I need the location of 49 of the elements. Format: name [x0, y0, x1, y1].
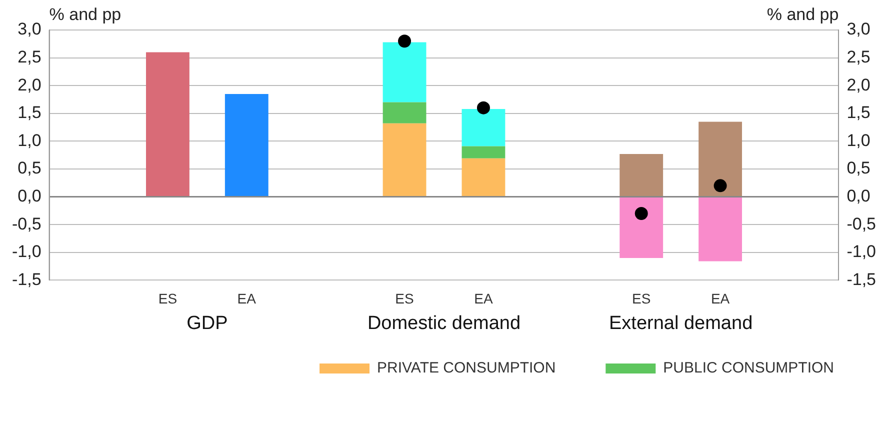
- bar: [382, 123, 426, 196]
- y-tick-label: 2,0: [18, 75, 42, 94]
- x-tick-label: ES: [632, 290, 651, 306]
- y-tick-label: -1,5: [12, 270, 42, 289]
- y-tick-label: 2,5: [18, 47, 42, 66]
- bar: [382, 42, 426, 102]
- x-tick-label: ES: [395, 290, 414, 306]
- y2-tick-label: -1,5: [846, 270, 876, 289]
- y2-tick-label: -0,5: [846, 214, 876, 234]
- y-tick-label: 0,0: [18, 186, 42, 206]
- y2-tick-label: -1,0: [846, 242, 876, 262]
- text: External demand: [608, 312, 753, 334]
- bar: [462, 146, 506, 158]
- y2-tick-label: 1,5: [846, 103, 870, 122]
- y-axis-title: % and pp: [49, 5, 122, 24]
- bar: [698, 198, 742, 262]
- y2-tick-label: 2,5: [846, 47, 870, 66]
- y-tick-label: -1,0: [12, 242, 42, 262]
- y2-tick-label: 1,0: [846, 130, 870, 150]
- y2-tick-label: 2,0: [846, 75, 870, 94]
- point: [634, 206, 648, 220]
- y2-tick-label: 3,0: [846, 20, 870, 39]
- legend-label: PRIVATE CONSUMPTION: [377, 360, 556, 377]
- y-tick-label: 1,5: [18, 103, 42, 122]
- bar: [146, 52, 190, 196]
- x-tick-label: ES: [158, 290, 178, 306]
- point: [398, 34, 412, 48]
- x-tick-label: EA: [474, 290, 494, 306]
- y2-axis-title: % and pp: [766, 5, 839, 24]
- bar: [462, 108, 506, 146]
- text: Domestic demand: [367, 312, 521, 334]
- y2-tick-label: 0,0: [846, 186, 870, 206]
- point: [714, 179, 727, 192]
- bar: [620, 198, 664, 258]
- bar: [620, 154, 664, 196]
- y-tick-label: 3,0: [18, 20, 42, 39]
- y-tick-label: 1,0: [18, 130, 42, 150]
- bar: [698, 122, 742, 196]
- text: GDP: [186, 312, 228, 334]
- bar: [462, 158, 506, 196]
- bar: [224, 94, 268, 196]
- y-tick-label: -0,5: [12, 214, 42, 234]
- x-tick-label: EA: [710, 290, 730, 306]
- point: [476, 101, 490, 114]
- y2-tick-label: 0,5: [846, 158, 870, 178]
- bar: [382, 102, 426, 124]
- legend-label: PUBLIC CONSUMPTION: [663, 360, 834, 377]
- y-tick-label: 0,5: [18, 158, 42, 178]
- x-tick-label: EA: [237, 290, 257, 306]
